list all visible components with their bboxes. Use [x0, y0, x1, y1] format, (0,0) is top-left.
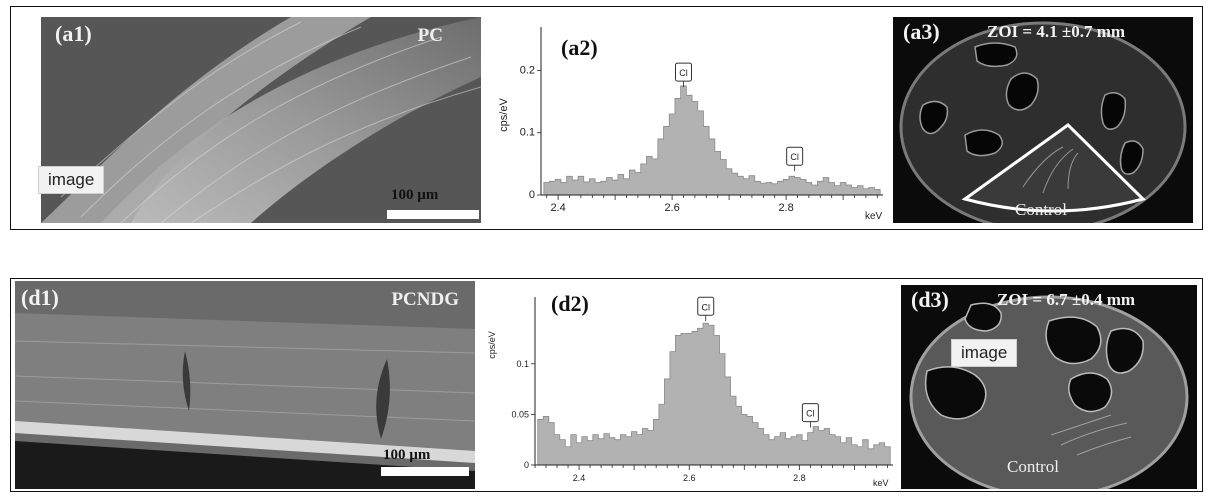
panel-label-a2: (a2): [561, 35, 598, 60]
peak-label-box-d2: [801, 403, 819, 423]
y-tick-label-d2: 0: [524, 460, 529, 470]
sample-name-a1: PC: [417, 25, 443, 46]
x-tick-label-d2: 2.8: [793, 473, 806, 483]
x-tick-label-a2: 2.4: [550, 202, 565, 214]
petri-dish-a3: (a3) ZOI = 4.1 ±0.7 mm Control: [893, 17, 1193, 223]
panel-label-d2: (d2): [551, 291, 589, 316]
peak-label-box-d2: [697, 296, 715, 316]
x-tick-label-d2: 2.4: [573, 473, 586, 483]
y-tick-label-a2: 0.2: [520, 64, 535, 76]
eds-spectrum-d2: 2.4 2.6 2.8 0 0.05 0.1 Cl Cl cps/eV keV (d2): [485, 281, 895, 489]
scale-label-d1: 100 µm: [383, 447, 431, 463]
peak-label-a2: Cl: [679, 68, 688, 78]
spectrum-area-a2: [543, 85, 881, 196]
petri-dish-drawing-a3: [899, 21, 1187, 223]
peak-label-a2: Cl: [790, 152, 799, 162]
y-tick-label-d2: 0.05: [511, 409, 529, 419]
x-tick-label-a2: 2.8: [778, 202, 793, 214]
sem-fiber-texture-d1: [15, 281, 475, 489]
peak-label-box-a2: [675, 62, 692, 82]
control-label-a3: Control: [1015, 200, 1067, 219]
petri-dish-d3: (d3) ZOI = 6.7 ±0.4 mm Control: [901, 285, 1197, 489]
panel-label-a1: (a1): [55, 21, 92, 46]
x-axis-label-d2: keV: [873, 478, 889, 488]
figure-row-a: (a1) PC 100 µm image 2.4 2.6 2.8 0 0.1 0.2 Cl C…: [10, 6, 1203, 230]
y-axis-label-a2: cps/eV: [498, 98, 510, 132]
zoi-value-d3: ZOI = 6.7 ±0.4 mm: [997, 290, 1136, 309]
eds-spectrum-a2: 2.4 2.6 2.8 0 0.1 0.2 Cl Cl cps/eV keV (a2): [491, 15, 885, 223]
panel-label-a3: (a3): [903, 19, 940, 44]
control-label-d3: Control: [1007, 457, 1059, 476]
scale-label-a1: 100 µm: [391, 187, 439, 203]
x-tick-label-d2: 2.6: [683, 473, 696, 483]
panel-label-d3: (d3): [911, 287, 949, 312]
sem-image-d1: (d1) PCNDG 100 µm: [15, 281, 475, 489]
eds-chart-a2: 2.4 2.6 2.8 0 0.1 0.2 Cl Cl cps/eV keV: [498, 27, 883, 222]
y-tick-label-d2: 0.1: [516, 359, 529, 369]
figure-row-d: (d1) PCNDG 100 µm 2.4 2.6 2.8 0 0.05 0.1 Cl Cl …: [10, 278, 1203, 492]
scale-bar-d1: [381, 467, 469, 476]
y-axis-label-d2: cps/eV: [487, 331, 497, 359]
spectrum-area-d2: [537, 322, 891, 466]
peak-label-d2: Cl: [701, 302, 710, 312]
image-placeholder-a1: image: [38, 166, 105, 194]
x-tick-label-a2: 2.6: [664, 202, 679, 214]
x-axis-label-a2: keV: [865, 211, 883, 222]
panel-label-d1: (d1): [21, 285, 59, 310]
sem-fiber-texture-a1: [41, 17, 481, 223]
sample-name-d1: PCNDG: [391, 289, 459, 310]
peak-label-box-a2: [786, 146, 804, 166]
sem-image-a1: (a1) PC 100 µm: [41, 17, 481, 223]
scale-bar-a1: [387, 210, 479, 219]
image-placeholder-d3: image: [951, 339, 1018, 367]
y-tick-label-a2: 0: [529, 189, 535, 201]
y-tick-label-a2: 0.1: [520, 127, 535, 139]
zoi-value-a3: ZOI = 4.1 ±0.7 mm: [987, 22, 1126, 41]
peak-label-d2: Cl: [806, 409, 815, 419]
eds-chart-d2: 2.4 2.6 2.8 0 0.05 0.1 Cl Cl cps/eV keV: [487, 296, 893, 488]
